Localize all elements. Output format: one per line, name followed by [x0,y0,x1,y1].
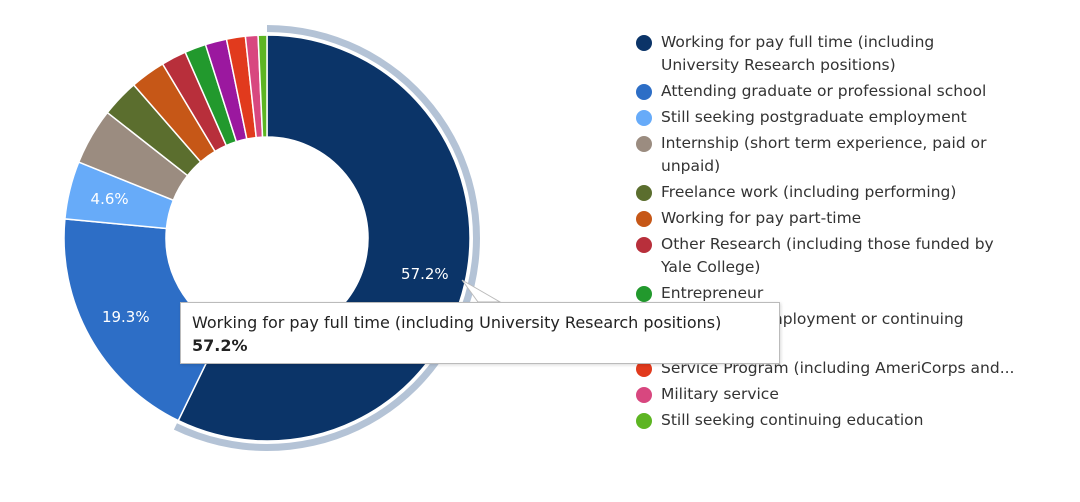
legend-label: Working for pay full time (including Uni… [661,33,935,74]
legend-item[interactable]: Attending graduate or professional schoo… [636,80,1016,103]
legend-marker [636,211,652,227]
legend-label: Internship (short term experience, paid … [661,134,987,175]
tooltip: Working for pay full time (including Uni… [180,302,780,364]
legend-label: Attending graduate or professional schoo… [661,82,987,100]
data-label: 4.6% [91,190,129,208]
legend-item[interactable]: Internship (short term experience, paid … [636,132,1016,178]
tooltip-label: Working for pay full time (including Uni… [192,313,722,332]
legend-marker [636,185,652,201]
legend-label: Still seeking postgraduate employment [661,108,967,126]
legend-label: Entrepreneur [661,284,764,302]
legend-label: Other Research (including those funded b… [661,235,994,276]
data-label: 19.3% [102,308,150,326]
legend-label: Still seeking continuing education [661,411,924,429]
legend-marker [636,286,652,302]
tooltip-value: 57.2% [192,336,248,355]
legend-item[interactable]: Military service [636,383,1016,406]
legend-label: Freelance work (including performing) [661,183,957,201]
legend-item[interactable]: Other Research (including those funded b… [636,233,1016,279]
legend-marker [636,110,652,126]
slice[interactable] [257,34,268,138]
legend-item[interactable]: Still seeking postgraduate employment [636,106,1016,129]
legend-item[interactable]: Entrepreneur [636,282,1016,305]
legend-item[interactable]: Working for pay part-time [636,207,1016,230]
legend-marker [636,35,652,51]
legend-item[interactable]: Freelance work (including performing) [636,181,1016,204]
legend-marker [636,413,652,429]
legend-label: Working for pay part-time [661,209,862,227]
data-label: 57.2% [401,265,449,283]
legend-marker [636,237,652,253]
legend-marker [636,361,652,377]
legend-label: Military service [661,385,779,403]
legend-marker [636,84,652,100]
legend-item[interactable]: Working for pay full time (including Uni… [636,31,1016,77]
legend-item[interactable]: Still seeking continuing education [636,409,1016,432]
legend-marker [636,387,652,403]
legend-marker [636,136,652,152]
legend: Working for pay full time (including Uni… [636,31,1016,435]
